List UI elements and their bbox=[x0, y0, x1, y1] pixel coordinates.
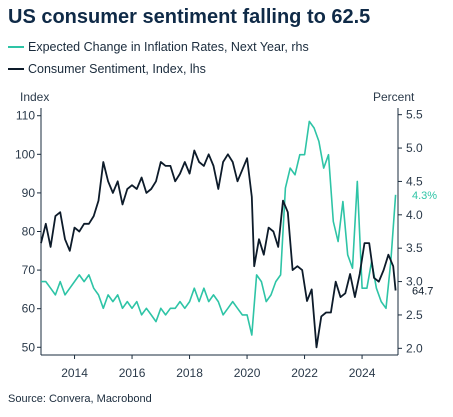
legend-swatch-inflation bbox=[8, 46, 24, 48]
x-tick-label: 2024 bbox=[349, 366, 376, 380]
right-tick-label: 3.0 bbox=[406, 275, 423, 289]
left-tick-label: 100 bbox=[15, 147, 35, 161]
legend-label-inflation: Expected Change in Inflation Rates, Next… bbox=[28, 40, 309, 54]
series-line-sentiment bbox=[40, 149, 397, 349]
left-tick-label: 60 bbox=[22, 302, 36, 316]
right-tick-label: 4.0 bbox=[406, 208, 423, 222]
x-tick-label: 2022 bbox=[291, 366, 318, 380]
legend-swatch-sentiment bbox=[8, 68, 24, 70]
x-tick-label: 2018 bbox=[176, 366, 203, 380]
right-axis-title: Percent bbox=[373, 90, 415, 104]
series-line-inflation bbox=[41, 120, 397, 336]
legend-label-sentiment: Consumer Sentiment, Index, lhs bbox=[28, 62, 206, 76]
source-note: Source: Convera, Macrobond bbox=[8, 393, 152, 405]
right-tick-label: 5.5 bbox=[406, 108, 423, 122]
left-tick-label: 50 bbox=[22, 340, 36, 354]
left-tick-label: 90 bbox=[22, 186, 36, 200]
left-axis-title: Index bbox=[20, 90, 49, 104]
left-tick-label: 110 bbox=[16, 109, 35, 123]
right-tick-label: 4.5 bbox=[406, 174, 423, 188]
right-tick-label: 2.5 bbox=[406, 308, 423, 322]
left-tick-label: 80 bbox=[22, 225, 36, 239]
right-tick-label: 3.5 bbox=[406, 241, 423, 255]
chart-title: US consumer sentiment falling to 62.5 bbox=[8, 6, 371, 28]
last-value-sentiment: 64.7 bbox=[412, 286, 433, 298]
legend-item-inflation: Expected Change in Inflation Rates, Next… bbox=[8, 40, 309, 54]
last-value-inflation: 4.3% bbox=[412, 190, 437, 202]
left-tick-label: 70 bbox=[22, 263, 36, 277]
x-tick-label: 2014 bbox=[61, 366, 88, 380]
x-tick-label: 2020 bbox=[234, 366, 261, 380]
right-tick-label: 2.0 bbox=[406, 341, 423, 355]
legend-item-sentiment: Consumer Sentiment, Index, lhs bbox=[8, 62, 206, 76]
x-tick-label: 2016 bbox=[119, 366, 146, 380]
right-tick-label: 5.0 bbox=[406, 141, 423, 155]
